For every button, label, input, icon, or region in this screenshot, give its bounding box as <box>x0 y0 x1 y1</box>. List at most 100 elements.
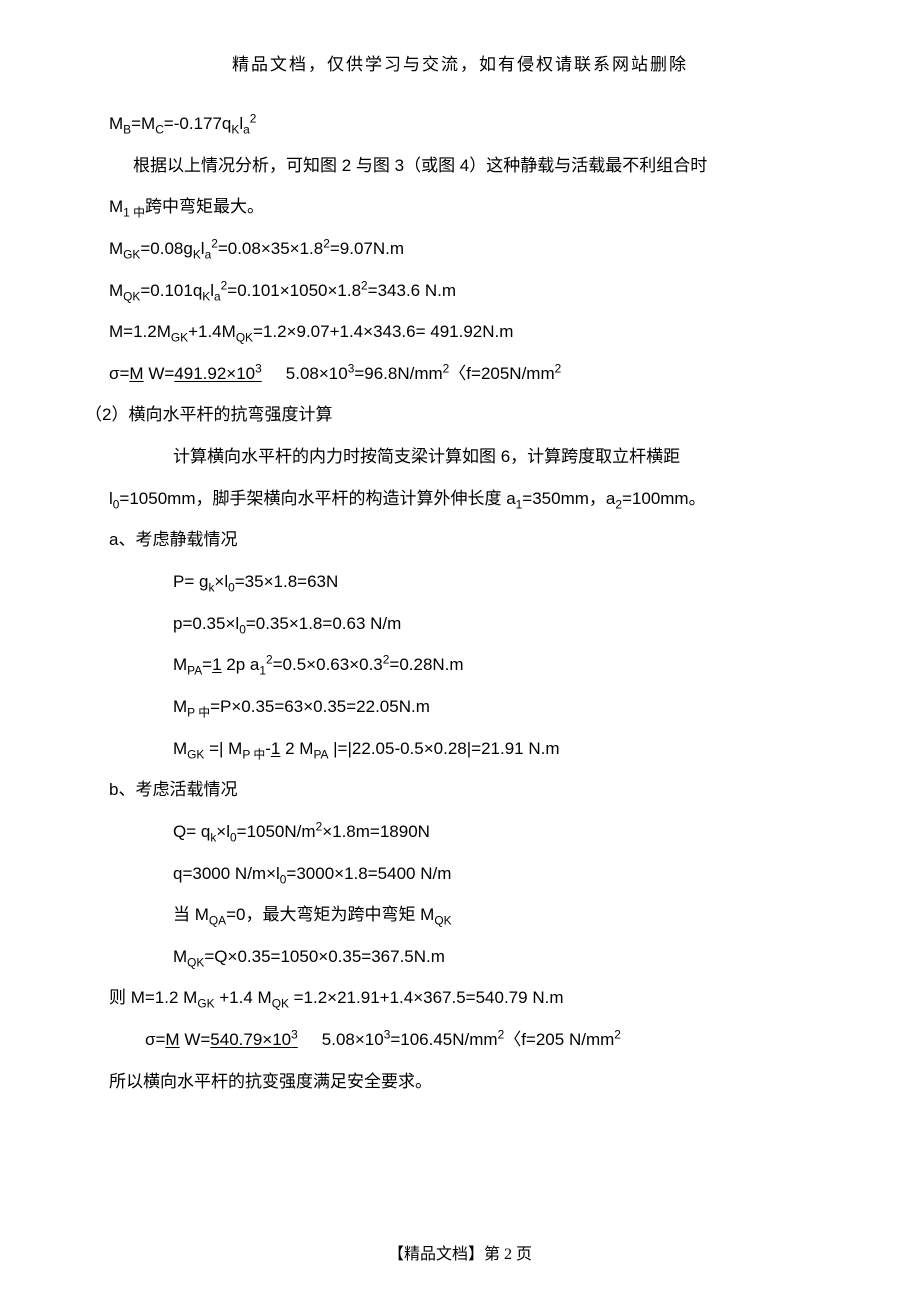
text: +1.4 M <box>215 988 272 1007</box>
subscript: P 中 <box>242 747 265 761</box>
text: M <box>109 114 123 133</box>
page-header: 精品文档，仅供学习与交流，如有侵权请联系网站删除 <box>85 50 835 75</box>
subscript: QK <box>236 331 253 345</box>
body-text: 所以横向水平杆的抗变强度满足安全要求。 <box>85 1061 835 1103</box>
text: M <box>109 281 123 300</box>
text: 5.08×10 <box>286 364 348 383</box>
text: 〈f=205 N/mm <box>504 1030 614 1049</box>
superscript: 2 <box>266 653 273 667</box>
text: W= <box>180 1030 211 1049</box>
subscript: QK <box>187 955 204 969</box>
text: M <box>109 239 123 258</box>
subscript: QK <box>123 289 140 303</box>
subscript: GK <box>171 331 188 345</box>
text: =1.2×9.07+1.4×343.6= 491.92N.m <box>253 322 513 341</box>
text: =0.101q <box>140 281 202 300</box>
subscript: PA <box>187 664 202 678</box>
subscript: GK <box>187 747 204 761</box>
text: 2 M <box>280 739 313 758</box>
text: =-0.177q <box>164 114 232 133</box>
text: ×1.8m=1890N <box>322 822 430 841</box>
text: =0.08×35×1.8 <box>218 239 323 258</box>
text: +1.4M <box>188 322 236 341</box>
text: 则 M=1.2 M <box>109 988 197 1007</box>
equation-line: 当 MQA=0，最大弯矩为跨中弯矩 MQK <box>85 894 835 936</box>
superscript: 2 <box>323 236 330 250</box>
text: 540.79×10 <box>210 1030 291 1049</box>
text: 〈f=205N/mm <box>449 364 554 383</box>
subscript: P 中 <box>187 705 210 719</box>
text: =0.5×0.63×0.3 <box>273 655 383 674</box>
superscript: 2 <box>211 236 218 250</box>
text: |=|22.05-0.5×0.28|=21.91 N.m <box>328 739 559 758</box>
underlined-text: M <box>129 364 143 383</box>
text: 2p a <box>222 655 260 674</box>
superscript: 2 <box>250 111 257 125</box>
text: Q= q <box>173 822 210 841</box>
equation-line: 则 M=1.2 MGK +1.4 MQK =1.2×21.91+1.4×367.… <box>85 977 835 1019</box>
text: σ= <box>145 1030 165 1049</box>
text: q=3000 N/m×l <box>173 864 280 883</box>
body-text: M1 中跨中弯矩最大。 <box>85 186 835 228</box>
text: =M <box>131 114 155 133</box>
text: =Q×0.35=1050×0.35=367.5N.m <box>204 947 445 966</box>
text: 跨中弯矩最大。 <box>145 197 264 216</box>
text: =35×1.8=63N <box>235 572 339 591</box>
superscript: 2 <box>361 278 368 292</box>
equation-line: MQK=Q×0.35=1050×0.35=367.5N.m <box>85 936 835 978</box>
underlined-text: 1 <box>271 739 280 758</box>
equation-line: σ=M W=491.92×103 5.08×10 3 =96.8N/mm 2〈f=205… <box>85 353 835 395</box>
text: M <box>173 947 187 966</box>
subscript: C <box>155 122 164 136</box>
text: p=0.35×l <box>173 614 239 633</box>
equation-line: p=0.35×l0=0.35×1.8=0.63 N/m <box>85 603 835 645</box>
equation-line: M=1.2MGK+1.4MQK=1.2×9.07+1.4×343.6= 491.… <box>85 311 835 353</box>
text: 491.92×10 <box>174 364 255 383</box>
body-text: l0=1050mm，脚手架横向水平杆的构造计算外伸长度 a1=350mm，a2=… <box>85 478 835 520</box>
text: =96.8N/mm <box>354 364 442 383</box>
text: =1.2×21.91+1.4×367.5=540.79 N.m <box>289 988 564 1007</box>
subscript: QA <box>209 914 226 928</box>
text: =106.45N/mm <box>390 1030 497 1049</box>
text: =0.101×1050×1.8 <box>227 281 361 300</box>
equation-line: MQK=0.101qKla2=0.101×1050×1.82=343.6 N.m <box>85 270 835 312</box>
equation-line: P= gk×l0=35×1.8=63N <box>85 561 835 603</box>
equation-line: MP 中=P×0.35=63×0.35=22.05N.m <box>85 686 835 728</box>
superscript: 2 <box>555 361 562 375</box>
equation-line: MGK =| MP 中-1 2 MPA |=|22.05-0.5×0.28|=2… <box>85 728 835 770</box>
text: =1050mm，脚手架横向水平杆的构造计算外伸长度 a <box>119 489 515 508</box>
text: =0.08g <box>140 239 192 258</box>
subscript: a <box>243 122 250 136</box>
text: ×l <box>216 822 230 841</box>
subscript: B <box>123 122 131 136</box>
equation-line: σ=M W=540.79×1035.08×103=106.45N/mm2〈f=2… <box>85 1019 835 1061</box>
subscript: 1 中 <box>123 206 145 220</box>
subscript: 0 <box>228 580 235 594</box>
subscript: 0 <box>230 830 237 844</box>
subscript: K <box>193 247 201 261</box>
underlined-text: 540.79×103 <box>210 1030 297 1049</box>
text: 当 M <box>173 905 209 924</box>
page-footer: 【精品文档】第 2 页 <box>0 1240 920 1264</box>
subscript: 1 <box>259 664 266 678</box>
section-heading: （2）横向水平杆的抗弯强度计算 <box>85 394 835 436</box>
text: ×l <box>214 572 228 591</box>
body-text: 根据以上情况分析，可知图 2 与图 3（或图 4）这种静载与活载最不利组合时 <box>85 145 835 187</box>
text: 5.08×10 <box>322 1030 384 1049</box>
superscript: 3 <box>255 361 262 375</box>
text: M <box>173 697 187 716</box>
subscript: a <box>214 289 221 303</box>
text: σ= <box>109 364 129 383</box>
equation-line: MGK=0.08gKla2=0.08×35×1.82=9.07N.m <box>85 228 835 270</box>
text: = <box>202 655 212 674</box>
text: W= <box>144 364 175 383</box>
subscript: PA <box>313 747 328 761</box>
text: =1050N/m <box>237 822 316 841</box>
underlined-text: 491.92×103 <box>174 364 261 383</box>
text: =100mm。 <box>622 489 706 508</box>
text: =0.28N.m <box>389 655 463 674</box>
subscript: GK <box>123 247 140 261</box>
superscript: 3 <box>291 1027 298 1041</box>
subscript: GK <box>197 997 214 1011</box>
underlined-text: 1 <box>212 655 221 674</box>
